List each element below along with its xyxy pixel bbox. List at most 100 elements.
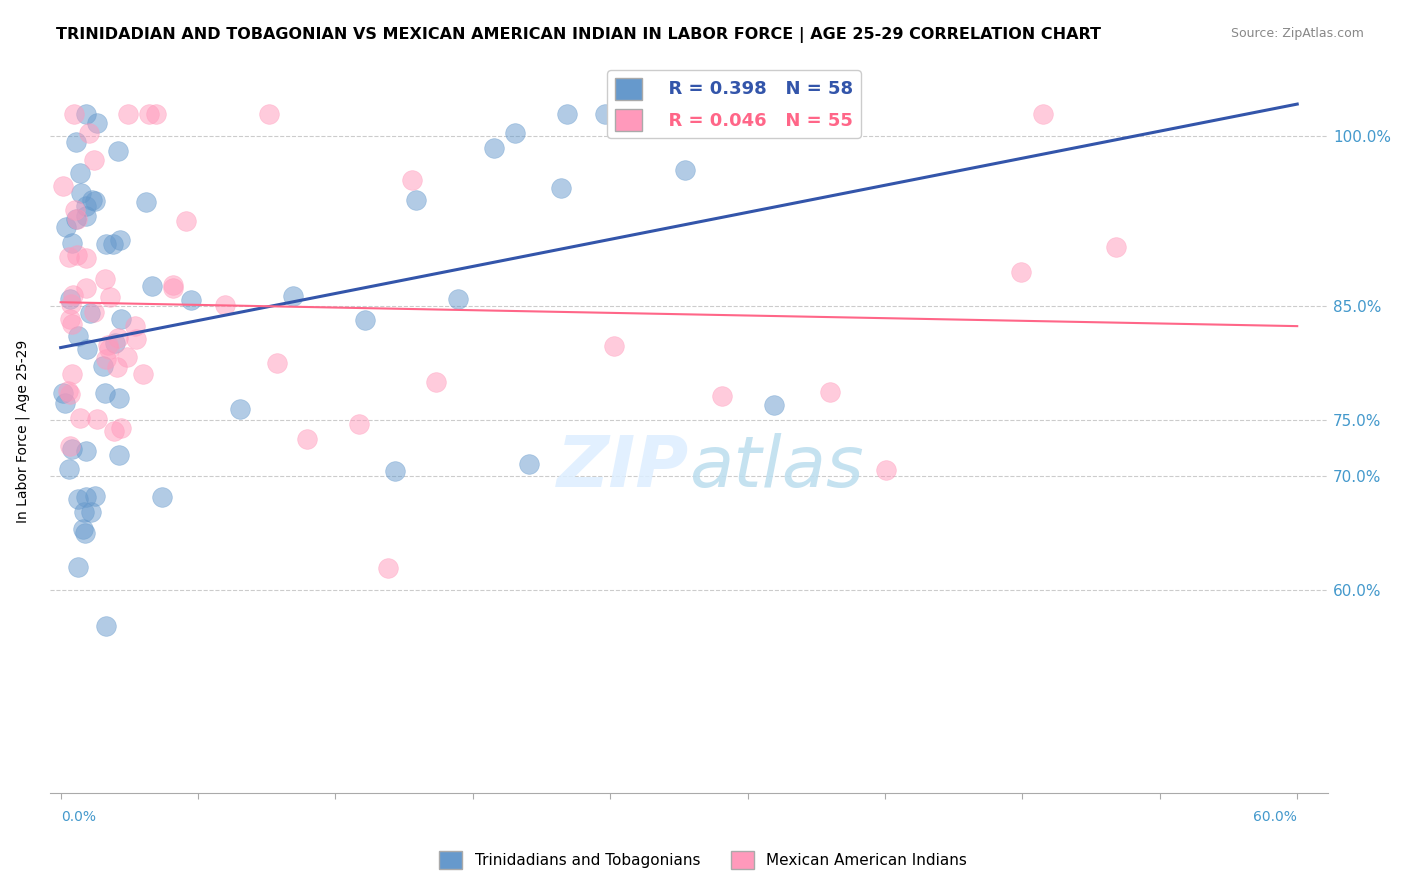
Point (52, 385, 75, 400)
Point (214, 298, 236, 312)
Point (141, 279, 163, 293)
Point (125, 332, 148, 346)
Point (174, 214, 197, 228)
Point (259, 107, 281, 121)
Point (75, 252, 97, 266)
Point (762, 398, 785, 412)
Point (138, 107, 160, 121)
Point (59, 386, 82, 401)
Point (80, 505, 103, 519)
Point (132, 367, 155, 381)
Point (875, 463, 897, 477)
Point (117, 107, 139, 121)
Point (75, 443, 97, 458)
Point (110, 421, 132, 435)
Point (115, 351, 138, 365)
Point (55, 219, 77, 234)
Point (79, 306, 101, 320)
Point (97, 338, 120, 352)
Point (180, 293, 202, 307)
Point (347, 417, 370, 432)
Point (550, 181, 572, 195)
Point (295, 432, 318, 446)
Point (62, 287, 84, 301)
Point (60, 442, 83, 457)
Point (107, 448, 129, 462)
Point (108, 391, 131, 405)
Point (135, 194, 157, 209)
Point (60, 317, 83, 331)
Point (711, 388, 734, 402)
Point (517, 457, 540, 471)
Point (59, 296, 82, 310)
Point (162, 281, 184, 295)
Point (58, 250, 80, 264)
Point (86, 116, 108, 130)
Point (75, 107, 97, 121)
Point (266, 356, 288, 370)
Point (93, 359, 115, 374)
Point (75, 490, 97, 504)
Point (75, 198, 97, 212)
Point (59, 438, 82, 452)
Point (593, 107, 616, 121)
Point (94, 352, 117, 367)
Point (110, 311, 132, 326)
Point (108, 233, 131, 247)
Point (93, 271, 115, 285)
Point (98, 342, 121, 356)
Point (229, 402, 252, 417)
Point (60, 236, 83, 251)
Point (425, 375, 447, 389)
Point (72, 522, 94, 536)
Point (818, 385, 841, 400)
Point (673, 162, 696, 177)
Point (377, 561, 399, 575)
Point (58, 461, 80, 475)
Point (555, 107, 578, 121)
Point (65, 212, 87, 227)
Point (83, 153, 105, 168)
Point (59, 312, 82, 326)
Point (69, 411, 91, 425)
Point (96, 618, 118, 632)
Point (59, 292, 82, 306)
Point (69, 166, 91, 180)
Point (66, 212, 89, 227)
Point (281, 289, 304, 303)
Point (124, 318, 146, 333)
Point (66, 491, 89, 506)
Point (82, 193, 104, 207)
Point (354, 313, 377, 327)
Point (66, 329, 89, 343)
Point (503, 126, 526, 140)
Point (446, 292, 468, 306)
Text: ZIP: ZIP (557, 433, 689, 501)
Point (70, 186, 93, 201)
Point (104, 335, 127, 350)
Point (75, 281, 97, 295)
Point (162, 278, 184, 293)
Point (76, 342, 98, 356)
Point (98, 291, 121, 305)
Point (63, 202, 86, 217)
Point (67, 559, 90, 574)
Text: atlas: atlas (689, 433, 863, 501)
Legend:   R = 0.398   N = 58,   R = 0.046   N = 55: R = 0.398 N = 58, R = 0.046 N = 55 (607, 70, 860, 138)
Point (1032, 107, 1054, 121)
Point (56, 384, 79, 398)
Point (86, 412, 108, 426)
Text: 0.0%: 0.0% (60, 810, 96, 824)
Point (84, 488, 107, 502)
Point (77, 126, 100, 140)
Point (101, 236, 124, 251)
Point (1010, 265, 1032, 279)
Point (405, 193, 427, 207)
Point (603, 339, 626, 353)
Point (73, 526, 96, 541)
Point (72, 505, 94, 519)
Point (66, 248, 89, 262)
Point (103, 424, 125, 438)
Legend: Trinidadians and Tobagonians, Mexican American Indians: Trinidadians and Tobagonians, Mexican Am… (433, 845, 973, 875)
Y-axis label: In Labor Force | Age 25-29: In Labor Force | Age 25-29 (15, 339, 30, 523)
